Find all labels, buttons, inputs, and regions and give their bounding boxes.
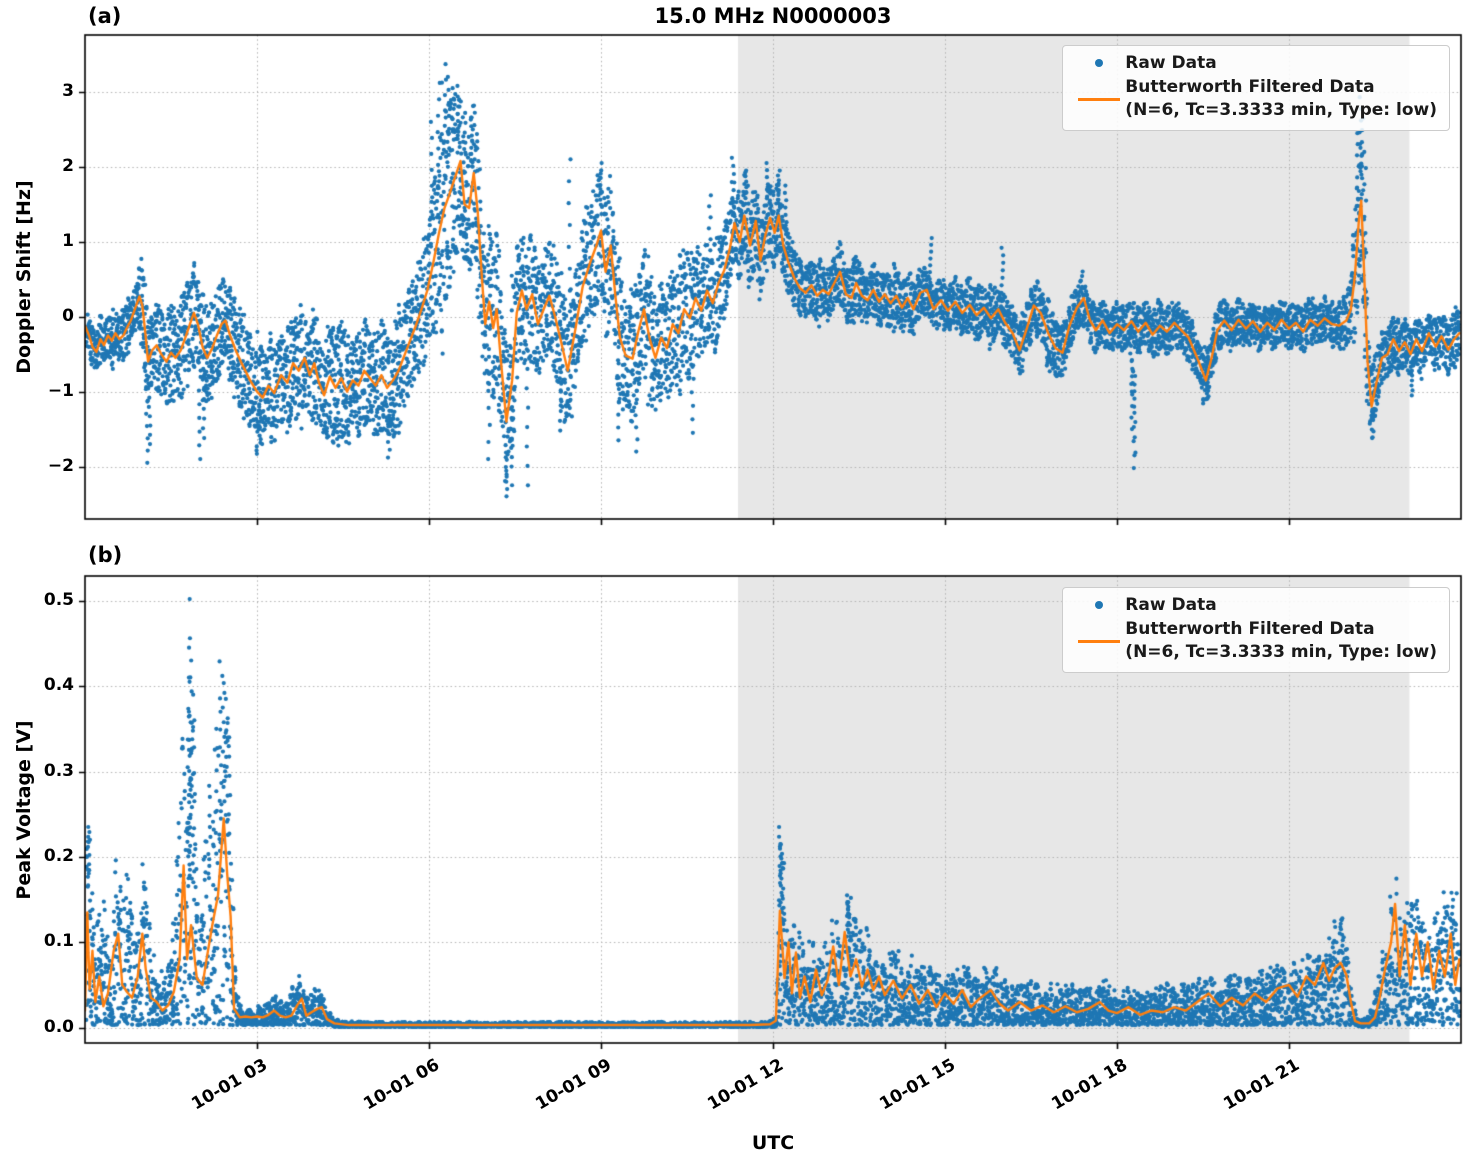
x-axis-label: UTC xyxy=(751,1132,795,1154)
y-axis-label-doppler: Doppler Shift [Hz] xyxy=(13,180,35,374)
y-tick-label: 3 xyxy=(62,80,74,101)
y-axis-label-voltage: Peak Voltage [V] xyxy=(13,720,35,900)
legend-filtered-label-line2: (N=6, Tc=3.3333 min, Type: low) xyxy=(1125,642,1437,662)
legend-raw-label: Raw Data xyxy=(1125,53,1217,73)
legend-panel-b: Raw Data Butterworth Filtered Data (N=6,… xyxy=(1062,587,1450,673)
legend-entry-raw: Raw Data xyxy=(1073,53,1437,73)
y-tick-label: 0.0 xyxy=(43,1016,74,1037)
y-tick-label: 0 xyxy=(62,305,74,326)
panel-b-label: (b) xyxy=(88,543,123,567)
y-tick-label: 1 xyxy=(62,230,74,251)
panel-a-label: (a) xyxy=(88,4,122,28)
y-tick-label: 0.4 xyxy=(43,675,74,696)
legend-entry-filtered: Butterworth Filtered Data (N=6, Tc=3.333… xyxy=(1073,618,1437,664)
y-tick-label: 0.5 xyxy=(43,589,74,610)
filtered-line-marker-icon xyxy=(1073,639,1125,643)
legend-entry-raw: Raw Data xyxy=(1073,595,1437,615)
legend-filtered-label-line2: (N=6, Tc=3.3333 min, Type: low) xyxy=(1125,100,1437,120)
legend-panel-a: Raw Data Butterworth Filtered Data (N=6,… xyxy=(1062,45,1450,131)
legend-filtered-label-line1: Butterworth Filtered Data xyxy=(1125,77,1375,97)
legend-entry-filtered: Butterworth Filtered Data (N=6, Tc=3.333… xyxy=(1073,76,1437,122)
y-tick-label: 0.2 xyxy=(43,845,74,866)
filtered-line-marker-icon xyxy=(1073,97,1125,101)
y-tick-label: 0.1 xyxy=(43,931,74,952)
y-tick-label: 0.3 xyxy=(43,760,74,781)
y-tick-label: 2 xyxy=(62,155,74,176)
y-tick-label: −2 xyxy=(47,455,74,476)
y-tick-label: −1 xyxy=(47,380,74,401)
raw-data-marker-icon xyxy=(1073,59,1125,67)
chart-title: 15.0 MHz N0000003 xyxy=(654,4,892,28)
legend-raw-label: Raw Data xyxy=(1125,595,1217,615)
legend-filtered-label-line1: Butterworth Filtered Data xyxy=(1125,619,1375,639)
raw-data-marker-icon xyxy=(1073,601,1125,609)
